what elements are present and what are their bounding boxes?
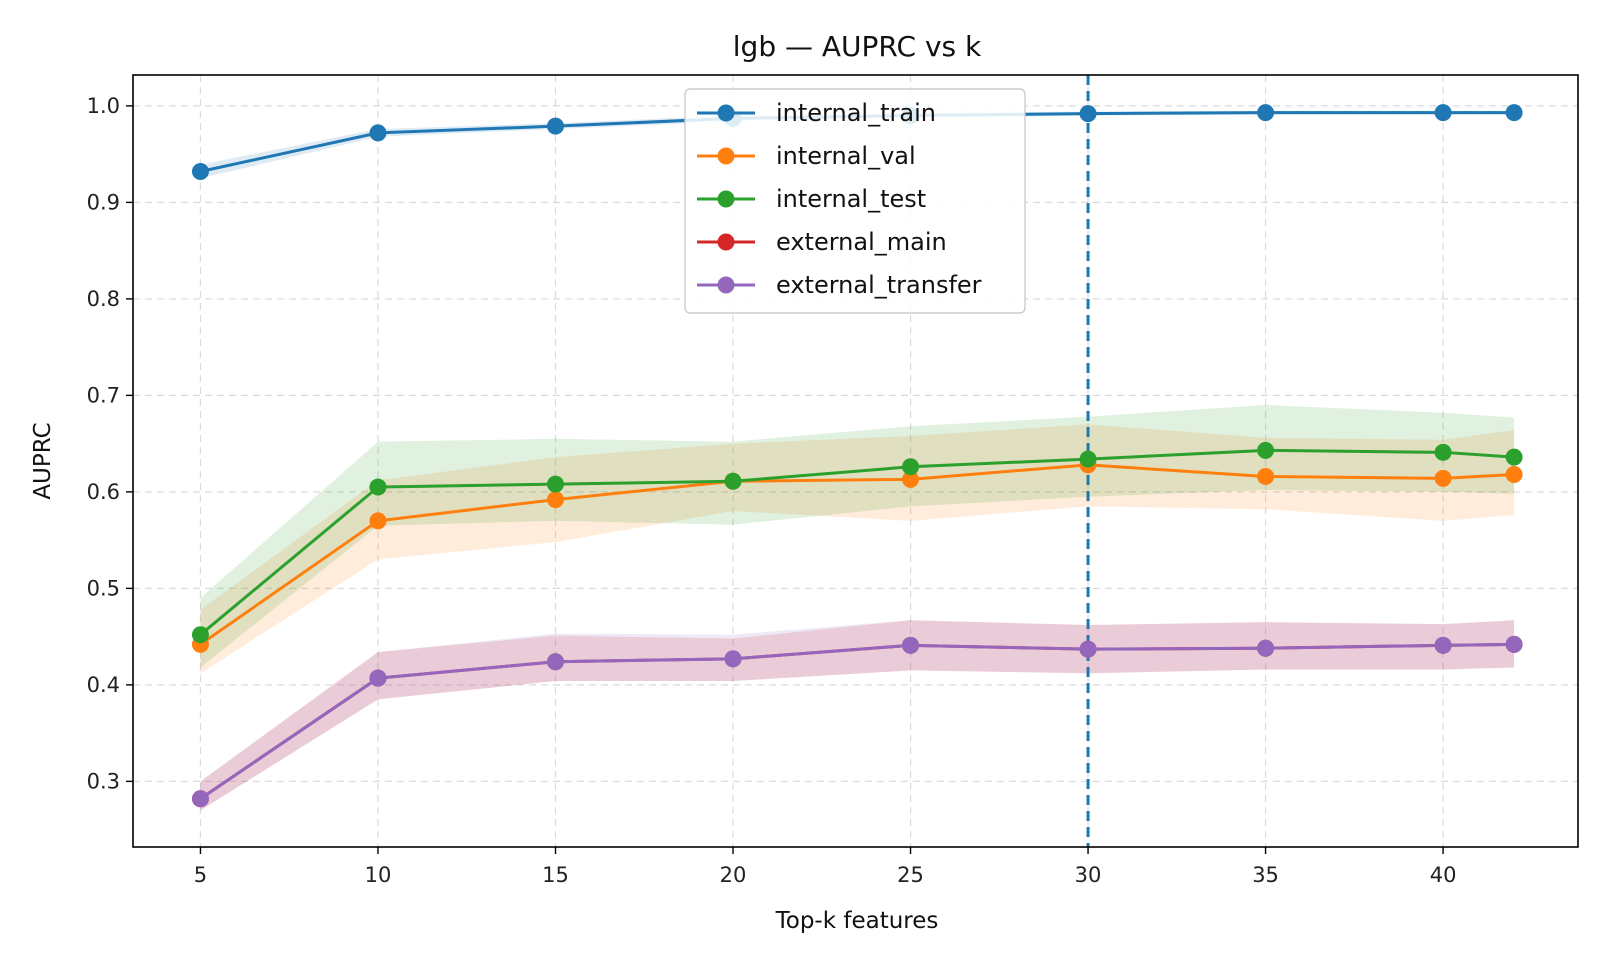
confidence-band-external_main bbox=[200, 620, 1515, 811]
y-tick-label: 0.9 bbox=[87, 190, 120, 214]
data-point-internal_test bbox=[902, 458, 920, 476]
data-point-external_transfer bbox=[1505, 635, 1523, 653]
data-point-internal_train bbox=[1434, 104, 1452, 122]
data-point-internal_val bbox=[369, 512, 387, 530]
x-tick-label: 25 bbox=[897, 863, 924, 887]
legend-item-external_main: external_main bbox=[697, 228, 947, 256]
legend-item-internal_test: internal_test bbox=[697, 185, 926, 213]
legend: internal_train internal_val internal_teste… bbox=[684, 88, 1026, 314]
legend-label: internal_test bbox=[776, 185, 926, 213]
data-point-internal_test bbox=[1079, 450, 1097, 468]
data-point-internal_test bbox=[724, 472, 742, 490]
data-point-external_transfer bbox=[724, 650, 742, 668]
data-point-external_transfer bbox=[1434, 636, 1452, 654]
legend-label: external_main bbox=[776, 228, 947, 256]
x-axis-ticks: 5 10 15 20 25 30 35 40 bbox=[194, 847, 1457, 887]
data-point-internal_train bbox=[369, 124, 387, 142]
data-point-internal_val bbox=[546, 491, 564, 509]
data-point-external_transfer bbox=[1079, 640, 1097, 658]
y-tick-label: 0.4 bbox=[87, 673, 120, 697]
x-tick-label: 30 bbox=[1075, 863, 1102, 887]
data-point-external_transfer bbox=[191, 790, 209, 808]
y-tick-label: 1.0 bbox=[87, 94, 120, 118]
data-point-internal_val bbox=[1257, 467, 1275, 485]
chart-title: lgb — AUPRC vs k bbox=[733, 30, 982, 63]
data-point-external_transfer bbox=[902, 636, 920, 654]
data-point-external_transfer bbox=[369, 669, 387, 687]
data-point-internal_val bbox=[1505, 466, 1523, 484]
legend-marker-swatch bbox=[717, 233, 735, 251]
legend-marker-swatch bbox=[717, 104, 735, 122]
data-point-internal_train bbox=[191, 163, 209, 180]
legend-marker-swatch bbox=[717, 147, 735, 165]
data-point-internal_test bbox=[1257, 441, 1275, 459]
legend-item-internal_val: internal_val bbox=[697, 142, 916, 170]
confidence-band-internal_val bbox=[200, 424, 1515, 674]
data-point-internal_train bbox=[1505, 104, 1523, 122]
x-tick-label: 20 bbox=[720, 863, 747, 887]
data-point-internal_test bbox=[1434, 443, 1452, 461]
legend-marker-swatch bbox=[717, 190, 735, 208]
y-tick-label: 0.3 bbox=[87, 769, 120, 793]
y-tick-label: 0.5 bbox=[87, 576, 120, 600]
data-point-internal_train bbox=[1257, 104, 1275, 122]
data-point-external_transfer bbox=[546, 653, 564, 671]
y-axis-title: AUPRC bbox=[30, 422, 56, 499]
legend-label: external_transfer bbox=[776, 271, 982, 299]
legend-item-external_transfer: external_transfer bbox=[697, 271, 982, 299]
data-point-internal_test bbox=[369, 478, 387, 496]
x-tick-label: 40 bbox=[1430, 863, 1457, 887]
x-tick-label: 35 bbox=[1252, 863, 1279, 887]
series-external_transfer bbox=[191, 635, 1523, 808]
data-point-internal_val bbox=[1434, 469, 1452, 487]
data-point-external_transfer bbox=[1257, 639, 1275, 657]
x-tick-label: 15 bbox=[542, 863, 569, 887]
x-tick-label: 5 bbox=[194, 863, 207, 887]
legend-item-internal_train: internal_train bbox=[697, 99, 936, 127]
legend-label: internal_val bbox=[776, 142, 916, 170]
x-axis-title: Top-k features bbox=[775, 908, 939, 934]
data-point-internal_test bbox=[191, 626, 209, 644]
x-tick-label: 10 bbox=[365, 863, 392, 887]
data-point-internal_val bbox=[902, 470, 920, 488]
data-point-internal_train bbox=[546, 117, 564, 135]
y-tick-label: 0.6 bbox=[87, 480, 120, 504]
data-point-internal_test bbox=[546, 475, 564, 493]
y-axis-ticks: 0.3 0.4 0.5 0.6 0.7 0.8 0.9 1.0 bbox=[87, 94, 133, 793]
data-point-internal_train bbox=[1079, 105, 1097, 123]
confidence-band-external_transfer bbox=[200, 620, 1515, 811]
y-tick-label: 0.8 bbox=[87, 287, 120, 311]
plot-area-frame bbox=[132, 74, 1579, 848]
legend-box bbox=[684, 88, 1026, 314]
data-point-internal_test bbox=[1505, 448, 1523, 466]
y-tick-label: 0.7 bbox=[87, 383, 120, 407]
legend-marker-swatch bbox=[717, 276, 735, 294]
legend-label: internal_train bbox=[776, 99, 936, 127]
series-internal_test bbox=[191, 441, 1523, 644]
